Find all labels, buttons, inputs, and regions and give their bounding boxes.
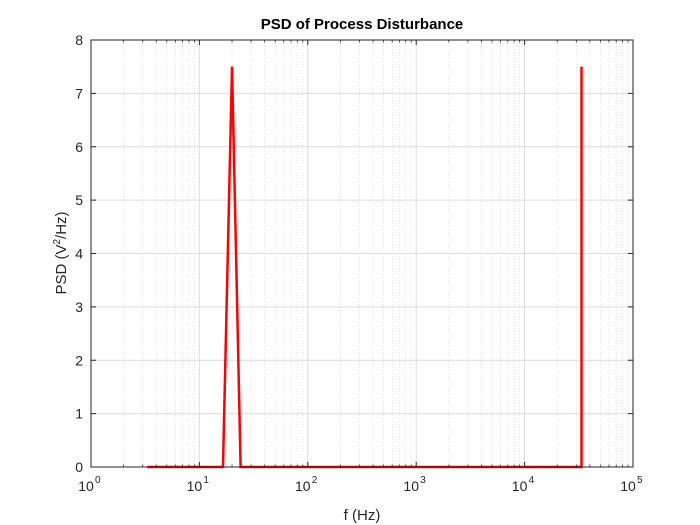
y-axis-label-sup: 2 xyxy=(52,239,63,245)
y-tick-label: 1 xyxy=(75,406,83,422)
y-axis-label-main: PSD (V xyxy=(53,245,70,295)
x-tick-exponent: 3 xyxy=(420,475,426,486)
x-tick-label: 10 xyxy=(78,478,94,494)
tick-marks xyxy=(90,39,634,468)
x-tick-exponent: 0 xyxy=(95,475,101,486)
x-tick-label: 10 xyxy=(403,478,419,494)
y-tick-label: 3 xyxy=(75,299,83,315)
x-tick-label: 10 xyxy=(620,478,636,494)
chart-title: PSD of Process Disturbance xyxy=(261,16,464,33)
y-tick-labels: 0 1 2 3 4 5 6 7 8 xyxy=(75,32,83,475)
x-tick-exponent: 4 xyxy=(529,475,535,486)
y-axis-label: PSD (V2/Hz) xyxy=(52,211,70,294)
x-tick-label: 10 xyxy=(512,478,528,494)
x-tick-label: 10 xyxy=(295,478,311,494)
y-tick-label: 7 xyxy=(75,85,83,101)
y-tick-label: 5 xyxy=(75,192,83,208)
y-axis-label-tail: /Hz) xyxy=(53,211,70,239)
y-tick-label: 8 xyxy=(75,32,83,48)
y-tick-label: 2 xyxy=(75,352,83,368)
x-tick-exponent: 5 xyxy=(637,475,643,486)
x-axis-label: f (Hz) xyxy=(344,507,381,524)
y-tick-label: 4 xyxy=(75,246,83,262)
y-tick-label: 6 xyxy=(75,139,83,155)
x-tick-exponent: 2 xyxy=(312,475,318,486)
y-tick-label: 0 xyxy=(75,459,83,475)
x-tick-labels: 10 0 10 1 10 2 10 3 10 4 10 5 xyxy=(78,475,643,494)
x-tick-exponent: 1 xyxy=(203,475,209,486)
x-tick-label: 10 xyxy=(187,478,203,494)
